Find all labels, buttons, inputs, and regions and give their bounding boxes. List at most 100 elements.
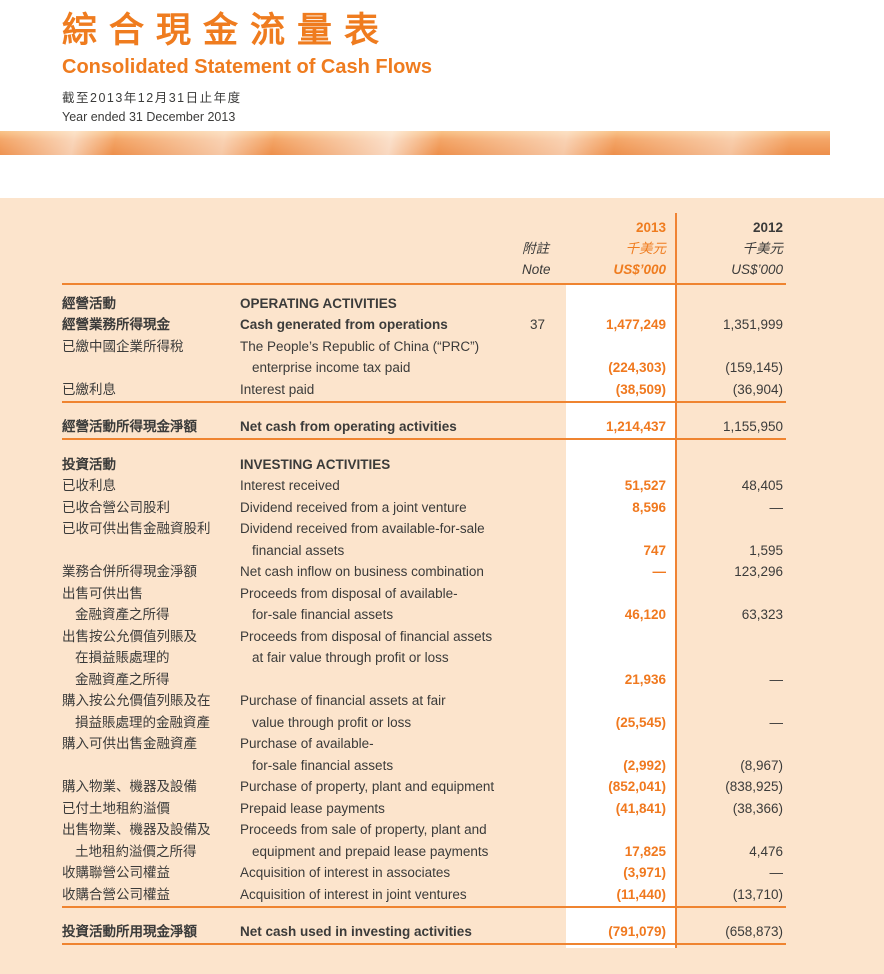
zh-label: 收購聯營公司權益 — [62, 865, 170, 881]
value-2013: 1,477,249 — [605, 317, 666, 333]
en-label: Net cash used in investing activities — [240, 924, 472, 940]
unit-header-en-2012: US$’000 — [731, 261, 783, 277]
value-2012: — — [769, 671, 784, 687]
value-2012: 4,476 — [749, 843, 783, 859]
unit-header-zh-2013: 千美元 — [625, 240, 667, 256]
section-rule — [62, 905, 786, 908]
table-row: 已繳利息 Interest paid (38,509) (36,904) — [0, 379, 884, 401]
zh-label: 已繳中國企業所得稅 — [62, 338, 184, 354]
en-label: value through profit or loss — [252, 714, 412, 730]
en-label: Acquisition of interest in joint venture… — [240, 886, 467, 902]
en-label: Acquisition of interest in associates — [240, 865, 451, 881]
value-2012: 1,155,950 — [722, 419, 783, 435]
value-2013: (791,079) — [608, 924, 666, 940]
value-2013: (224,303) — [608, 360, 666, 376]
value-2012: 123,296 — [734, 564, 783, 580]
en-label: Purchase of available- — [240, 736, 374, 752]
table-row: 損益賬處理的金融資產 value through profit or loss (2… — [0, 712, 884, 734]
zh-label: 經營活動 — [62, 295, 116, 311]
zh-label: 已收利息 — [62, 478, 116, 494]
value-2012: (8,967) — [740, 757, 783, 773]
section-rule — [62, 400, 786, 403]
en-label: Purchase of financial assets at fair — [240, 693, 446, 709]
value-2012: (36,904) — [732, 381, 783, 397]
cashflow-table: 2013 2012 附註 千美元 千美元 Note US$’000 US$’00… — [0, 198, 884, 974]
zh-label: 出售物業、機器及設備及 — [62, 822, 211, 838]
header-rule — [62, 283, 786, 285]
value-2013: 747 — [643, 542, 666, 558]
table-row: 金融資產之所得 for-sale financial assets 46,120 63… — [0, 605, 884, 627]
table-row: 投資活動 INVESTING ACTIVITIES — [0, 454, 884, 476]
table-row: 收購聯營公司權益 Acquisition of interest in assoc… — [0, 863, 884, 885]
value-2012: — — [769, 499, 784, 515]
value-2013: — — [652, 564, 667, 580]
zh-label: 金融資產之所得 — [75, 607, 170, 623]
row-gap — [0, 908, 884, 922]
table-row: 收購合營公司權益 Acquisition of interest in joint… — [0, 884, 884, 906]
document-header: 綜合現金流量表 Consolidated Statement of Cash F… — [62, 11, 432, 123]
zh-label: 經營業務所得現金 — [62, 317, 170, 333]
value-2012: 48,405 — [741, 478, 783, 494]
en-label: INVESTING ACTIVITIES — [240, 456, 391, 472]
zh-label: 金融資產之所得 — [75, 671, 170, 687]
value-2013: (11,440) — [616, 886, 666, 902]
en-label: Dividend received from a joint venture — [240, 499, 467, 515]
table-row: 已收利息 Interest received 51,527 48,405 — [0, 476, 884, 498]
value-2013: 21,936 — [624, 671, 666, 687]
en-label: Proceeds from disposal of financial asse… — [240, 628, 493, 644]
value-2013: (2,992) — [623, 757, 666, 773]
table-row: 經營活動 OPERATING ACTIVITIES — [0, 293, 884, 315]
table-row: 投資活動所用現金淨額 Net cash used in investing act… — [0, 922, 884, 944]
en-label: Interest received — [240, 478, 340, 494]
zh-label: 已繳利息 — [62, 381, 116, 397]
zh-label: 投資活動所用現金淨額 — [62, 924, 197, 940]
value-2013: (852,041) — [608, 779, 666, 795]
value-2013: (41,841) — [615, 800, 666, 816]
en-label: The People’s Republic of China (“PRC”) — [240, 338, 480, 354]
note-ref: 37 — [529, 317, 545, 333]
table-row: 已繳中國企業所得稅 The People’s Republic of China … — [0, 336, 884, 358]
period-label-zh: 截至2013年12月31日止年度 — [62, 90, 242, 105]
table-row: financial assets 747 1,595 — [0, 540, 884, 562]
table-row: 出售物業、機器及設備及 Proceeds from sale of propert… — [0, 820, 884, 842]
en-label: Dividend received from available-for-sal… — [240, 521, 485, 537]
value-2012: 1,351,999 — [722, 317, 783, 333]
table-row: 經營業務所得現金 Cash generated from operations 37… — [0, 315, 884, 337]
en-label: at fair value through profit or loss — [252, 650, 449, 666]
zh-label: 已收合營公司股利 — [62, 499, 170, 515]
zh-label: 損益賬處理的金融資產 — [75, 714, 210, 730]
section-rule — [62, 438, 786, 440]
column-header-2012: 2012 — [752, 219, 783, 235]
value-2013: 1,214,437 — [605, 419, 666, 435]
table-row: 經營活動所得現金淨額 Net cash from operating activi… — [0, 417, 884, 439]
year-header-row: 2013 2012 — [0, 212, 884, 236]
value-2013: (3,971) — [623, 865, 666, 881]
table-row: 已收合營公司股利 Dividend received from a joint v… — [0, 497, 884, 519]
en-label: enterprise income tax paid — [252, 360, 411, 376]
page-title-zh: 綜合現金流量表 — [62, 11, 392, 50]
unit-header-zh-2012: 千美元 — [742, 240, 784, 256]
value-2012: 1,595 — [749, 542, 783, 558]
table-header: 2013 2012 附註 千美元 千美元 Note US$’000 US$’00… — [0, 198, 884, 285]
section-rule — [62, 943, 786, 945]
row-gap — [0, 440, 884, 454]
value-2012: — — [769, 865, 784, 881]
table-row: 在損益賬處理的 at fair value through profit or l… — [0, 648, 884, 670]
zh-label: 在損益賬處理的 — [75, 650, 170, 666]
unit-header-row-en: Note US$’000 US$’000 — [0, 257, 884, 278]
value-2012: (658,873) — [725, 924, 783, 940]
zh-label: 購入可供出售金融資產 — [62, 736, 197, 752]
en-label: Purchase of property, plant and equipmen… — [240, 779, 495, 795]
year-column-divider — [675, 213, 677, 948]
table-row: 土地租約溢價之所得 equipment and prepaid lease pay… — [0, 841, 884, 863]
en-label: Net cash from operating activities — [240, 419, 457, 435]
zh-label: 投資活動 — [62, 456, 116, 472]
en-label: Cash generated from operations — [240, 317, 448, 333]
highlight-column-2013 — [566, 284, 676, 948]
zh-label: 購入按公允價值列賬及在 — [62, 693, 211, 709]
note-header-en: Note — [522, 261, 551, 277]
table-row: 購入可供出售金融資產 Purchase of available- — [0, 734, 884, 756]
en-label: Prepaid lease payments — [240, 800, 385, 816]
zh-label: 出售可供出售 — [62, 585, 143, 601]
